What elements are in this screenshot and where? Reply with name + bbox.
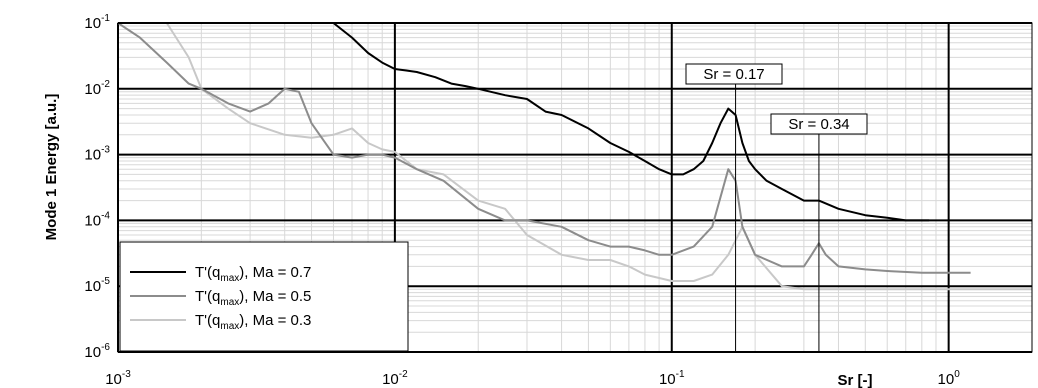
legend-entry: T'(qmax), Ma = 0.7: [195, 264, 311, 284]
y-tick-label: 10-5: [84, 276, 110, 295]
x-tick-label: 10-3: [105, 369, 131, 388]
annotation-label: Sr = 0.17: [703, 66, 764, 83]
annotation-box: [770, 113, 868, 135]
legend: T'(qmax), Ma = 0.7 T'(qmax), Ma = 0.5 T'(q…: [119, 241, 409, 352]
x-tick-label: 100: [938, 369, 961, 388]
y-axis-title: Mode 1 Energy [a.u.]: [43, 94, 60, 241]
series-line: [118, 22, 930, 222]
series-line: [117, 22, 971, 274]
legend-entry: T'(qmax), Ma = 0.3: [195, 312, 311, 332]
x-tick-labels: 10-3 10-2 10-1 100: [105, 369, 960, 388]
y-tick-labels: 10-1 10-2 10-3 10-4 10-5 10-6: [84, 13, 110, 361]
plot-frame: [117, 22, 1033, 353]
x-tick-label: 10-2: [382, 369, 408, 388]
y-tick-label: 10-2: [84, 79, 110, 98]
legend-entry: T'(qmax), Ma = 0.5: [195, 288, 311, 308]
y-tick-label: 10-4: [84, 210, 110, 229]
y-tick-label: 10-6: [84, 342, 110, 361]
y-tick-label: 10-3: [84, 145, 110, 164]
annotation-box: [685, 63, 783, 85]
x-axis-title: Sr [-]: [838, 372, 873, 388]
annotations: Sr = 0.17 Sr = 0.34: [685, 63, 868, 352]
x-tick-label: 10-1: [659, 369, 685, 388]
y-tick-label: 10-1: [84, 13, 110, 32]
annotation-label: Sr = 0.34: [788, 116, 849, 133]
